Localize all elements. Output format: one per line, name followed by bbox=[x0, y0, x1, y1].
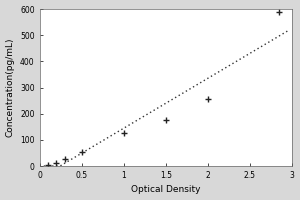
X-axis label: Optical Density: Optical Density bbox=[131, 185, 201, 194]
Y-axis label: Concentration(pg/mL): Concentration(pg/mL) bbox=[6, 38, 15, 137]
